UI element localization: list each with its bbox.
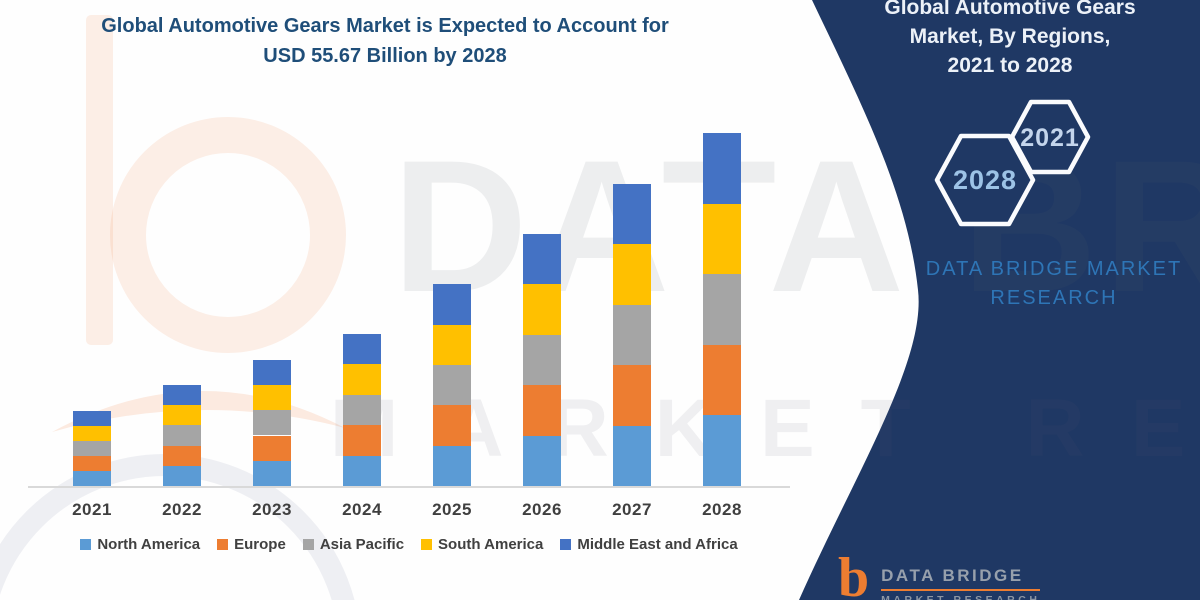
bar-segment-south-america-2025 — [433, 324, 471, 365]
legend-item-europe: Europe — [217, 536, 286, 553]
x-tick-2025: 2025 — [432, 500, 472, 519]
legend-label-north-america: North America — [97, 536, 201, 553]
hexagon-2021-label: 2021 — [1020, 124, 1080, 152]
bar-segment-north-america-2023 — [253, 460, 291, 486]
x-tick-2026: 2026 — [522, 500, 562, 519]
bar-segment-europe-2028 — [703, 344, 741, 416]
panel-title-line-1: Global Automotive Gears — [884, 0, 1136, 19]
bar-segment-asia-pacific-2024 — [343, 394, 381, 426]
legend: North America Europe Asia Pacific South Ame… — [28, 536, 790, 553]
x-tick-2021: 2021 — [72, 500, 112, 519]
bar-segment-europe-2027 — [613, 365, 651, 426]
bar-segment-north-america-2022 — [163, 465, 201, 486]
bar-segment-south-america-2028 — [703, 203, 741, 275]
bar-segment-north-america-2026 — [523, 435, 561, 486]
logo-subtitle: MARKET RESEARCH — [881, 594, 1041, 600]
x-tick-2028: 2028 — [702, 500, 742, 519]
bar-segment-asia-pacific-2021 — [73, 440, 111, 456]
logo-underline — [881, 589, 1041, 591]
bar-segment-south-america-2021 — [73, 425, 111, 441]
bar-segment-middle-east-and-africa-2025 — [433, 284, 471, 325]
bar-segment-middle-east-and-africa-2023 — [253, 359, 291, 385]
legend-label-south-america: South America — [438, 536, 544, 553]
bar-segment-middle-east-and-africa-2022 — [163, 385, 201, 406]
bar-segment-asia-pacific-2025 — [433, 364, 471, 406]
x-tick-2023: 2023 — [252, 500, 292, 519]
bar-segment-south-america-2027 — [613, 244, 651, 305]
bar-segment-europe-2022 — [163, 445, 201, 466]
legend-label-asia-pacific: Asia Pacific — [319, 536, 405, 553]
legend-item-middle-east-and-africa: Middle East and Africa — [560, 536, 738, 553]
bar-segment-asia-pacific-2026 — [523, 334, 561, 385]
bar-segment-asia-pacific-2023 — [253, 410, 291, 436]
hexagon-2021 — [1009, 99, 1091, 175]
bar-segment-north-america-2027 — [613, 425, 651, 486]
logo-b-glyph: b — [838, 547, 870, 600]
bar-segment-middle-east-and-africa-2028 — [703, 133, 741, 204]
legend-label-europe: Europe — [234, 536, 286, 553]
panel-title-line-3: 2021 to 2028 — [947, 54, 1073, 77]
chart-title-line-2: USD 55.67 Billion by 2028 — [263, 45, 507, 67]
bar-segment-north-america-2024 — [343, 455, 381, 486]
bar-segment-europe-2021 — [73, 455, 111, 471]
x-axis-line — [28, 486, 790, 488]
legend-item-south-america: South America — [421, 536, 543, 553]
bar-segment-asia-pacific-2028 — [703, 274, 741, 345]
bar-segment-middle-east-and-africa-2021 — [73, 410, 111, 426]
chart-title-line-1: Global Automotive Gears Market is Expect… — [101, 15, 669, 37]
x-tick-2027: 2027 — [612, 500, 652, 519]
legend-swatch-north-america — [80, 539, 92, 550]
bar-segment-north-america-2028 — [703, 415, 741, 486]
brand-line-1: DATA BRIDGE MARKET — [925, 258, 1183, 280]
brand-line-2: RESEARCH — [990, 287, 1118, 309]
x-tick-2022: 2022 — [162, 500, 202, 519]
hexagon-2028-label: 2028 — [953, 165, 1017, 195]
bar-segment-south-america-2024 — [343, 364, 381, 395]
brand-name: DATA BRIDGE MARKET RESEARCH — [900, 255, 1200, 313]
bar-segment-middle-east-and-africa-2024 — [343, 333, 381, 365]
panel-title-line-2: Market, By Regions, — [909, 25, 1111, 48]
bar-segment-europe-2025 — [433, 405, 471, 446]
bar-segment-europe-2026 — [523, 385, 561, 436]
bar-segment-asia-pacific-2027 — [613, 304, 651, 366]
bar-segment-south-america-2023 — [253, 385, 291, 411]
logo-text: DATA BRIDGE MARKET RESEARCH — [881, 566, 1041, 600]
bar-segment-europe-2023 — [253, 435, 291, 461]
hexagon-badges: 2028 2021 — [934, 99, 1091, 227]
panel-title: Global Automotive Gears Market, By Regio… — [855, 0, 1165, 80]
legend-label-middle-east-and-africa: Middle East and Africa — [577, 536, 738, 553]
hexagon-2028 — [934, 133, 1036, 227]
legend-item-asia-pacific: Asia Pacific — [302, 536, 405, 553]
bar-segment-middle-east-and-africa-2026 — [523, 233, 561, 285]
x-tick-2024: 2024 — [342, 500, 382, 519]
bar-segment-middle-east-and-africa-2027 — [613, 184, 651, 245]
legend-item-north-america: North America — [80, 536, 200, 553]
bar-segment-north-america-2025 — [433, 445, 471, 486]
legend-swatch-asia-pacific — [302, 539, 314, 550]
bar-segment-asia-pacific-2022 — [163, 425, 201, 446]
legend-swatch-europe — [217, 539, 229, 550]
chart-title: Global Automotive Gears Market is Expect… — [60, 11, 710, 71]
bar-segment-north-america-2021 — [73, 470, 111, 486]
legend-swatch-south-america — [421, 539, 433, 550]
dbmr-logo: b DATA BRIDGE MARKET RESEARCH — [838, 547, 1041, 600]
bar-segment-south-america-2026 — [523, 284, 561, 335]
bar-segment-europe-2024 — [343, 425, 381, 456]
bar-segment-south-america-2022 — [163, 405, 201, 426]
logo-name: DATA BRIDGE — [881, 566, 1024, 585]
legend-swatch-middle-east-and-africa — [560, 539, 572, 550]
